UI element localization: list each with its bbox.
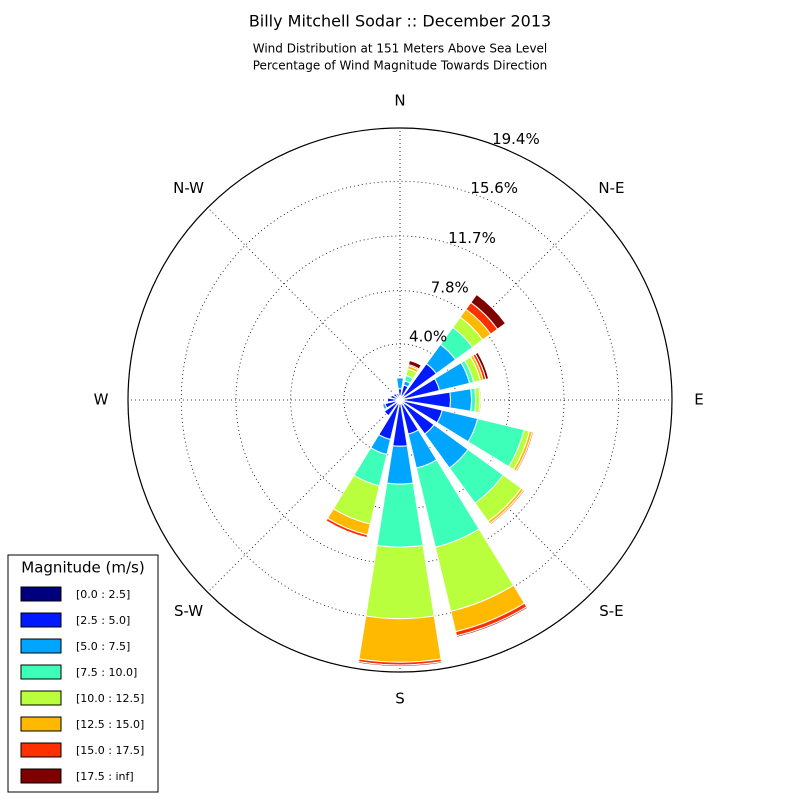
labels: N N-E E S-E S S-W W N-W 4.0% 7.8% 11.7% 15.6% 19.4%: [94, 92, 704, 708]
rose-segment: [365, 544, 435, 620]
rose-segment: [395, 377, 405, 390]
radial-tick-label: 19.4%: [492, 130, 540, 148]
rose-segment: [386, 445, 414, 485]
rose-segment: [396, 392, 399, 395]
legend-label: [2.5 : 5.0]: [76, 614, 130, 627]
direction-label: S-W: [174, 602, 203, 620]
grid-spoke: [207, 399, 401, 593]
rose-segment: [449, 388, 473, 412]
rose-segment: [474, 351, 490, 380]
direction-label: S-E: [599, 602, 623, 620]
grid-ring: [180, 180, 620, 620]
rose-segment: [325, 520, 368, 539]
legend-swatch: [20, 638, 62, 654]
rose-segment: [516, 431, 535, 473]
rose-segment: [392, 392, 396, 396]
legend-label: [12.5 : 15.0]: [76, 718, 144, 731]
legend-label: [15.0 : 17.5]: [76, 744, 144, 757]
rose-segment: [407, 359, 422, 370]
rose-segment: [358, 615, 442, 663]
rose-segment: [381, 404, 385, 410]
direction-label: E: [694, 391, 703, 409]
legend-swatch: [20, 716, 62, 732]
bars: [325, 293, 535, 667]
radial-tick-label: 15.6%: [470, 179, 518, 197]
legend-swatch: [20, 586, 62, 602]
rose-segment: [470, 293, 507, 330]
legend-label: [0.0 : 2.5]: [76, 588, 130, 601]
direction-label: N: [394, 92, 405, 110]
chart-subtitle: Percentage of Wind Magnitude Towards Dir…: [253, 59, 547, 73]
rose-segment: [376, 482, 424, 548]
grid-spoke: [399, 207, 593, 401]
legend-title: Magnitude (m/s): [21, 559, 144, 577]
chart-title: Billy Mitchell Sodar :: December 2013: [249, 12, 551, 31]
rose-segment: [479, 387, 482, 413]
grid-spoke: [207, 207, 401, 401]
direction-label: S: [395, 690, 405, 708]
radial-tick-label: 7.8%: [431, 279, 469, 297]
legend-label: [5.0 : 7.5]: [76, 640, 130, 653]
grid-ring: [290, 290, 510, 510]
rose-segment: [383, 411, 389, 417]
legend-swatch: [20, 690, 62, 706]
legend-swatch: [20, 768, 62, 784]
legend-label: [10.0 : 12.5]: [76, 692, 144, 705]
radial-tick-label: 11.7%: [448, 229, 496, 247]
rose-segment: [456, 606, 529, 638]
radial-tick-label: 4.0%: [409, 327, 447, 345]
legend-swatch: [20, 664, 62, 680]
direction-label: N-E: [598, 179, 624, 197]
legend-swatch: [20, 742, 62, 758]
legend-swatch: [20, 612, 62, 628]
rose-segment: [357, 661, 443, 667]
direction-label: W: [94, 391, 109, 409]
direction-label: N-W: [173, 179, 204, 197]
grid-ring: [127, 127, 673, 673]
grid-ring: [235, 235, 565, 565]
legend-label: [17.5 : inf]: [76, 770, 134, 783]
legend-label: [7.5 : 10.0]: [76, 666, 137, 679]
chart-subtitle: Wind Distribution at 151 Meters Above Se…: [253, 42, 548, 56]
